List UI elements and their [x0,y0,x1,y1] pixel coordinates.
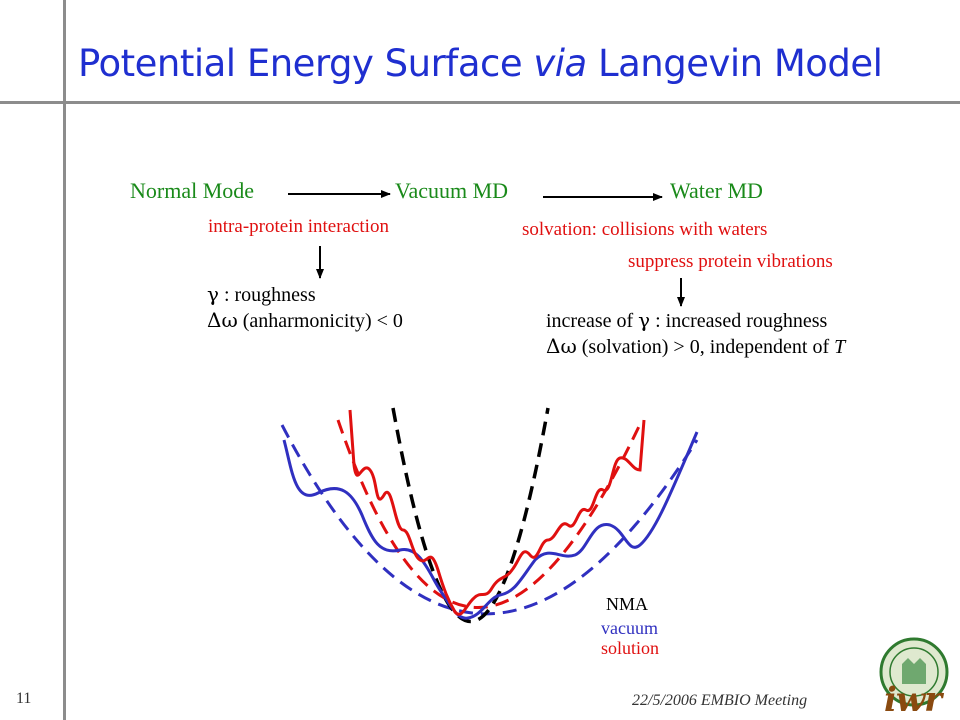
seal-icon [879,637,949,707]
solvation-delta-text: (solvation) > 0, independent of [576,336,835,358]
vacuum-rough-curve [348,409,646,616]
water-md-label: Water MD [670,178,763,203]
solution-rough-curve [282,431,699,620]
gamma-roughness-note: γ : roughness [207,282,316,307]
increase-gamma-note: increase of γ : increased roughness [546,308,827,333]
increase-pre: increase of [546,310,639,332]
slide-title: Potential Energy Surface via Langevin Mo… [78,42,883,85]
legend-solution: solution [601,638,660,658]
gamma-symbol-right: γ [638,308,651,332]
nma-harmonic-curve [391,407,550,624]
intra-protein-note: intra-protein interaction [208,216,389,237]
temperature-symbol: T [834,336,846,358]
vertical-rule [63,0,66,720]
iwr-logo: iwr [872,636,952,720]
title-italic: via [533,42,587,85]
logo-text: iwr [884,680,942,720]
gamma-text: : roughness [218,284,316,306]
solvation-note: solvation: collisions with waters [522,219,768,240]
delta-omega-symbol: Δω [207,308,238,332]
anharmonicity-note: Δω (anharmonicity) < 0 [207,308,403,333]
footer-text: 22/5/2006 EMBIO Meeting [632,692,808,709]
page-number: 11 [16,690,32,707]
title-part-1: Potential Energy Surface [78,42,534,85]
vacuum-md-label: Vacuum MD [395,178,509,203]
increase-post: : increased roughness [650,310,828,332]
legend-nma: NMA [606,594,649,614]
normal-mode-label: Normal Mode [130,178,255,203]
title-part-2: Langevin Model [586,42,883,85]
horizontal-rule [0,101,960,104]
gamma-symbol: γ [207,282,219,306]
vacuum-harmonic-curve [336,419,644,609]
delta-omega-symbol-right: Δω [546,334,577,358]
solvation-delta-note: Δω (solvation) > 0, independent of T [546,334,845,359]
solution-harmonic-curve [280,424,699,616]
legend-vacuum: vacuum [601,618,658,638]
anharmonicity-text: (anharmonicity) < 0 [237,310,403,332]
suppress-note: suppress protein vibrations [628,251,833,272]
